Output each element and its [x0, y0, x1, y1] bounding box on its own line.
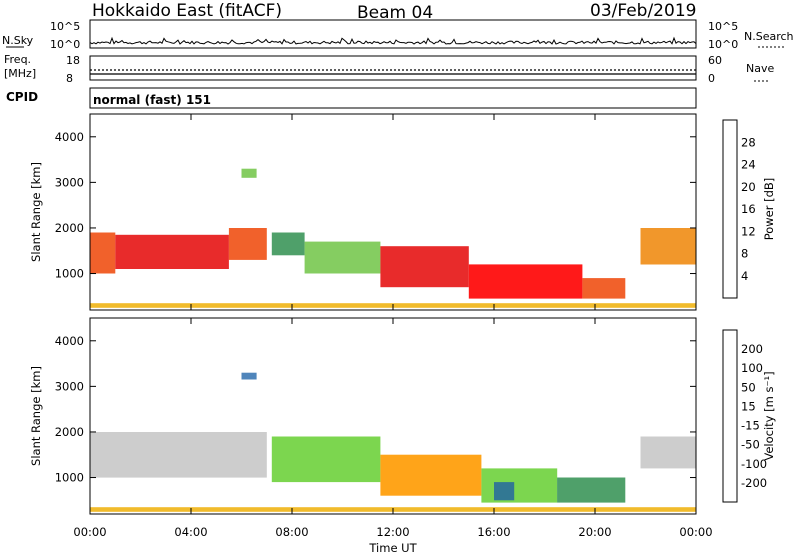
- velocity-echo-band: [481, 468, 558, 503]
- power-echo-band: [271, 232, 305, 256]
- y-tick-label: 2000: [55, 425, 84, 439]
- power-echo-band: [90, 232, 116, 274]
- nave-tick-bottom: 0: [708, 72, 715, 85]
- cpid-label: CPID: [6, 90, 38, 104]
- cpid-strip: [89, 87, 697, 109]
- power-echo-band: [304, 241, 381, 274]
- y-tick-label: 4000: [55, 130, 84, 144]
- cpid-value: normal (fast) 151: [93, 93, 211, 107]
- velocity-colorbar-tick: -50: [741, 438, 760, 452]
- x-tick-label: 16:00: [477, 525, 510, 539]
- nave-label: Nave: [746, 62, 774, 75]
- x-tick-label: 04:00: [174, 525, 207, 539]
- velocity-echo-band: [494, 482, 515, 501]
- power-echo-band: [640, 228, 696, 265]
- power-echo-band: [380, 246, 469, 288]
- velocity-colorbar-tick: -15: [741, 419, 760, 433]
- nsky-trace: [89, 36, 697, 45]
- velocity-echo-band: [557, 477, 626, 503]
- date-title: 03/Feb/2019: [590, 1, 696, 21]
- freq-unit-label: [MHz]: [4, 67, 36, 80]
- freq-label: Freq.: [4, 53, 31, 66]
- velocity-colorbar-tick: 50: [741, 380, 756, 394]
- velocity-panel: 1000 2000 3000 4000 Slant Range [km]: [29, 317, 697, 515]
- nsky-strip: [89, 19, 697, 49]
- x-tick-label: 08:00: [275, 525, 308, 539]
- power-echo-band: [582, 278, 626, 299]
- y-tick-label: 3000: [55, 379, 84, 393]
- freq-tick-bottom: 8: [66, 72, 73, 85]
- nsky-tick-top: 10^5: [50, 20, 80, 33]
- power-colorbar-tick: 28: [741, 135, 756, 149]
- velocity-echo-band: [271, 436, 381, 483]
- velocity-echo-band: [90, 432, 267, 478]
- x-tick-label: 20:00: [578, 525, 611, 539]
- power-colorbar-tick: 12: [741, 224, 756, 238]
- power-echo-band: [115, 234, 229, 269]
- velocity-colorbar-tick: 200: [741, 342, 763, 356]
- beam-title: Beam 04: [357, 3, 433, 23]
- power-panel: 1000 2000 3000 4000 Slant Range [km]: [29, 113, 697, 311]
- power-colorbar-label: Power [dB]: [762, 178, 776, 241]
- velocity-echo-band: [241, 372, 257, 380]
- nsearch-tick-top: 10^5: [708, 20, 738, 33]
- nsky-tick-bottom: 10^0: [50, 38, 80, 51]
- velocity-colorbar-tick: 100: [741, 361, 763, 375]
- velocity-echo-band: [640, 436, 696, 469]
- velocity-colorbar-label: Velocity [m s⁻¹]: [762, 371, 776, 460]
- nsearch-tick-bottom: 10^0: [708, 38, 738, 51]
- x-tick-label: 12:00: [376, 525, 409, 539]
- x-tick-label: 00:00: [73, 525, 106, 539]
- power-echo-band: [468, 264, 583, 299]
- station-title: Hokkaido East (fitACF): [92, 1, 282, 21]
- time-axis: 00:00 04:00 08:00 12:00 16:00 20:00 00:00: [73, 525, 712, 539]
- velocity-colorbar-tick: -200: [741, 476, 767, 490]
- power-colorbar-tick: 24: [741, 158, 756, 172]
- power-colorbar-tick: 8: [741, 247, 748, 261]
- velocity-colorbar: -200 -100 -50 -15 15 50 100 200 Velocity [m s⁻¹]: [722, 329, 776, 503]
- y-tick-label: 2000: [55, 221, 84, 235]
- power-colorbar-tick: 20: [741, 180, 756, 194]
- velocity-colorbar-tick: -100: [741, 457, 767, 471]
- power-colorbar-tick: 4: [741, 269, 748, 283]
- freq-tick-top: 18: [66, 54, 80, 67]
- nsky-label: N.Sky: [2, 34, 34, 47]
- y-tick-label: 1000: [55, 471, 84, 485]
- freq-strip: [89, 55, 697, 81]
- xaxis-label: Time UT: [368, 541, 417, 554]
- velocity-ylabel: Slant Range [km]: [29, 366, 43, 466]
- y-tick-label: 1000: [55, 267, 84, 281]
- power-ylabel: Slant Range [km]: [29, 162, 43, 262]
- y-tick-label: 4000: [55, 334, 84, 348]
- power-colorbar: 4 8 12 16 20 24 28 Power [dB]: [722, 119, 776, 299]
- nave-tick-top: 60: [708, 54, 722, 67]
- power-echo-band: [228, 228, 267, 260]
- power-colorbar-tick: 16: [741, 202, 756, 216]
- power-echo-band: [241, 168, 257, 178]
- velocity-echo-band: [380, 454, 482, 496]
- y-tick-label: 3000: [55, 175, 84, 189]
- x-tick-label: 00:00: [679, 525, 712, 539]
- velocity-colorbar-tick: 15: [741, 399, 756, 413]
- nsearch-label: N.Search: [744, 30, 794, 43]
